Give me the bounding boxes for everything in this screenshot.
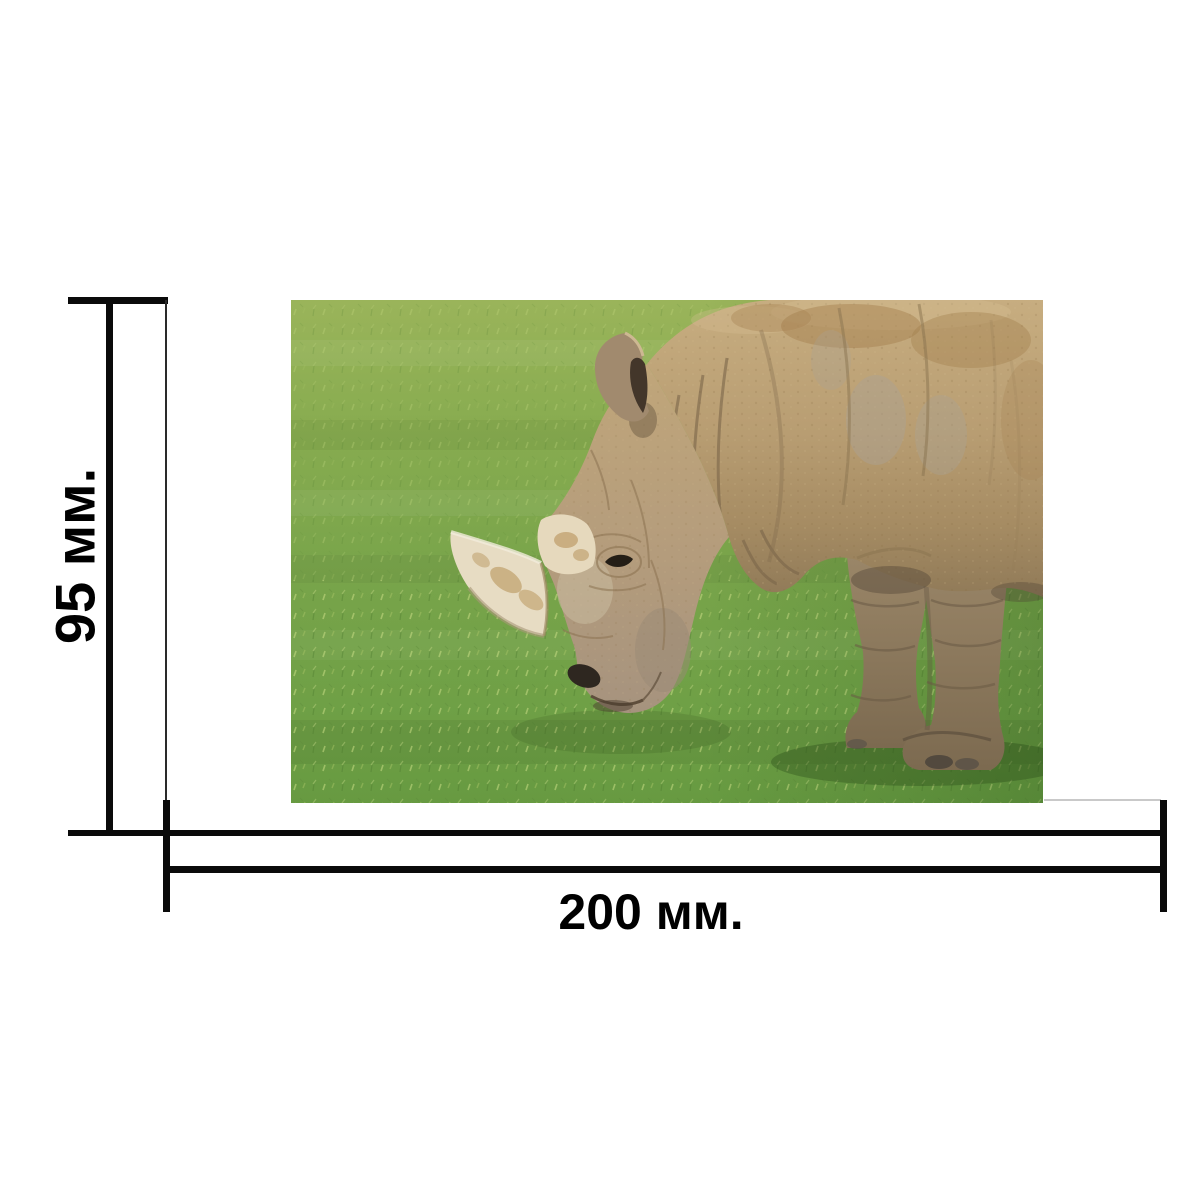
rhino-nostril bbox=[567, 664, 601, 688]
rhino-ear bbox=[594, 331, 649, 422]
toenail bbox=[955, 758, 979, 770]
height-dimension-line bbox=[106, 300, 113, 833]
rhino bbox=[450, 300, 1043, 770]
toenail bbox=[847, 739, 867, 749]
rhino-eye bbox=[596, 546, 642, 578]
rhino-legs bbox=[845, 552, 1009, 770]
width-dimension-label: 200 мм. bbox=[558, 884, 744, 940]
height-dimension-label: 95 мм. bbox=[43, 467, 107, 645]
height-dimension-bottom-cap bbox=[68, 830, 1166, 836]
height-dimension-top-cap bbox=[68, 297, 168, 304]
width-dimension-left-cap bbox=[163, 800, 170, 912]
width-dimension-right-cap bbox=[1160, 800, 1167, 912]
head-wrinkles bbox=[562, 449, 666, 651]
extension-line-left bbox=[165, 300, 167, 803]
extension-line-right bbox=[1044, 799, 1161, 801]
rhino-horns bbox=[450, 514, 596, 638]
rhino-photo-illustration bbox=[291, 300, 1043, 803]
toenail bbox=[925, 755, 953, 769]
width-dimension-line bbox=[163, 866, 1167, 873]
product-photo bbox=[291, 300, 1043, 803]
